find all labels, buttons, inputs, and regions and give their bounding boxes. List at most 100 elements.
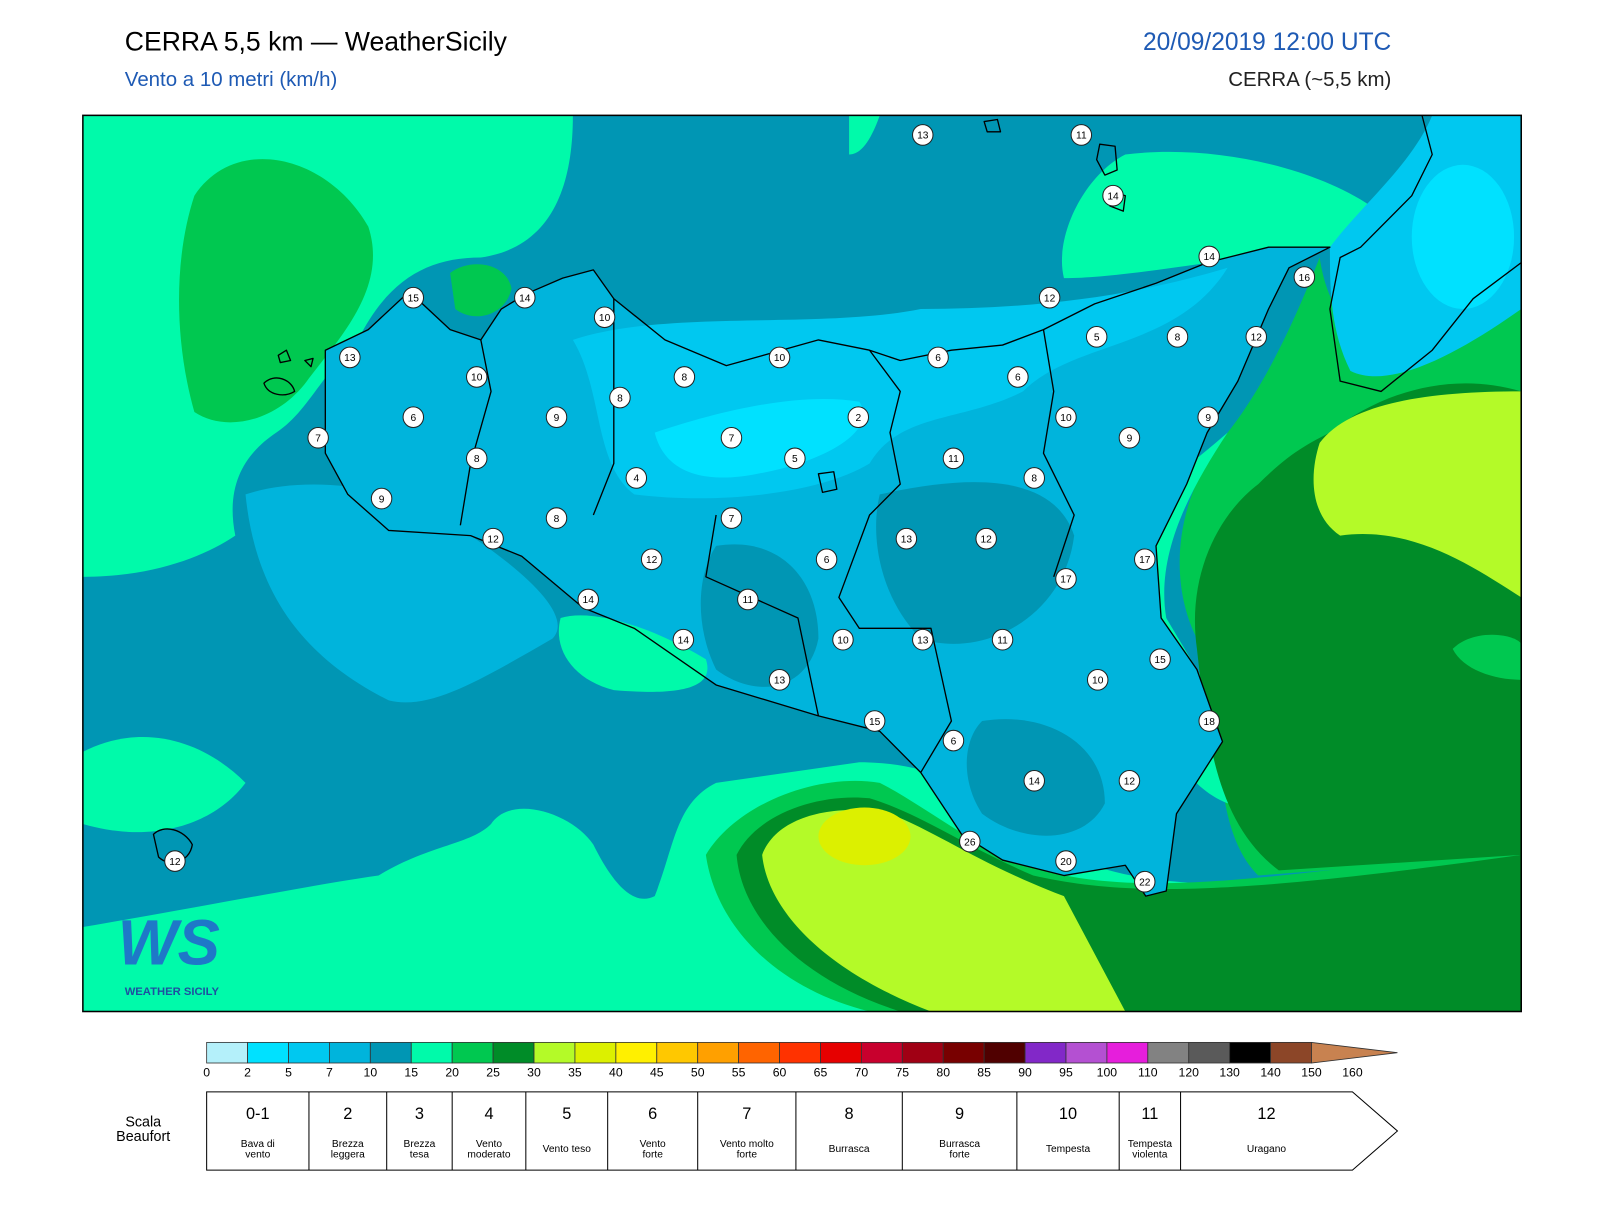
station-marker <box>737 588 759 611</box>
beaufort-label: forte <box>642 1149 663 1160</box>
colorbar-swatch <box>860 1041 903 1064</box>
station-value: 12 <box>169 857 181 868</box>
station-value: 10 <box>1092 676 1104 687</box>
field-cyan-light <box>654 398 864 478</box>
field-teal <box>700 544 819 687</box>
beaufort-label: forte <box>737 1149 758 1160</box>
station-marker <box>1086 669 1109 691</box>
colorbar-arrow <box>1311 1041 1398 1064</box>
station-value: 13 <box>344 353 356 364</box>
colorbar-tick-label: 65 <box>814 1066 828 1080</box>
station-value: 10 <box>774 353 786 364</box>
station-marker <box>577 588 599 611</box>
station-value: 17 <box>1060 575 1072 586</box>
colorbar-tick-label: 85 <box>977 1066 991 1080</box>
station-marker <box>1198 710 1220 732</box>
logo: WS WEATHER SICILY <box>118 907 220 998</box>
station-marker <box>768 669 791 691</box>
station-marker <box>1055 850 1077 872</box>
station-marker <box>164 850 186 872</box>
colorbar-tick-label: 2 <box>244 1066 251 1080</box>
station-value: 9 <box>1127 433 1133 444</box>
colorbar-swatch <box>901 1041 944 1064</box>
colorbar-tick-label: 10 <box>364 1066 378 1080</box>
station-value: 13 <box>917 635 929 646</box>
colorbar-tick-label: 60 <box>773 1066 787 1080</box>
beaufort-label: violenta <box>1132 1149 1168 1160</box>
colorbar-swatch <box>1270 1041 1312 1064</box>
station-marker <box>672 628 695 651</box>
station-value: 17 <box>1139 555 1151 566</box>
station-marker <box>720 507 743 529</box>
beaufort-force: 0-1 <box>246 1105 270 1123</box>
station-value: 14 <box>678 635 690 646</box>
station-marker <box>927 346 949 369</box>
station-marker <box>863 710 886 732</box>
station-value: 15 <box>869 717 881 728</box>
colorbar-swatch <box>288 1041 330 1064</box>
station-marker <box>942 729 965 752</box>
station-marker <box>975 527 997 550</box>
colorbar-swatch <box>329 1041 371 1064</box>
colorbar-swatch <box>697 1041 740 1064</box>
station-value: 12 <box>646 555 658 566</box>
beaufort-force: 5 <box>562 1105 571 1123</box>
colorbar-tick-label: 55 <box>732 1066 746 1080</box>
colorbar-tick-label: 5 <box>285 1066 292 1080</box>
colorbar-swatch <box>206 1041 248 1064</box>
colorbar-tick-label: 110 <box>1138 1066 1158 1080</box>
station-value: 10 <box>471 373 483 384</box>
station-value: 7 <box>315 433 321 444</box>
station-value: 12 <box>1044 293 1056 304</box>
colorbar-tick-label: 70 <box>855 1066 869 1080</box>
station-value: 11 <box>948 454 959 465</box>
field-teal <box>876 482 1075 644</box>
station-marker <box>1038 286 1061 309</box>
station-value: 6 <box>951 736 957 747</box>
colorbar-swatch <box>983 1041 1026 1064</box>
beaufort-force: 4 <box>484 1105 493 1123</box>
beaufort-label: Vento teso <box>543 1144 592 1155</box>
small-island <box>817 118 1126 494</box>
station-value: 14 <box>519 293 531 304</box>
map-frame <box>82 114 1522 1013</box>
field-yellow-green <box>1313 391 1522 598</box>
beaufort-title: Scala <box>125 1115 161 1131</box>
field-green <box>450 264 512 317</box>
model: CERRA (~5,5 km) <box>1228 68 1391 91</box>
station-value: 12 <box>1124 776 1136 787</box>
station-value: 6 <box>1015 373 1021 384</box>
colorbar-tick-label: 90 <box>1018 1066 1032 1080</box>
station-value: 6 <box>410 413 416 424</box>
station-marker <box>942 447 965 470</box>
colorbar-tick-label: 15 <box>404 1066 418 1080</box>
station-marker <box>1055 406 1077 428</box>
station-value: 10 <box>599 313 611 324</box>
beaufort-label: Vento molto <box>720 1139 774 1150</box>
station-marker <box>847 406 870 428</box>
station-marker <box>895 527 918 550</box>
station-marker <box>720 426 743 449</box>
station-value: 13 <box>917 131 929 142</box>
beaufort-label: vento <box>245 1149 270 1160</box>
station-marker <box>768 346 791 369</box>
colorbar-swatch <box>247 1041 289 1064</box>
station-marker <box>609 386 631 409</box>
field-light <box>245 484 558 703</box>
colorbar-swatch <box>492 1041 535 1064</box>
colorbar-tick-label: 150 <box>1301 1066 1322 1080</box>
station-marker <box>1007 366 1029 388</box>
station-value: 14 <box>1029 776 1041 787</box>
station-marker <box>640 548 663 571</box>
station-value: 26 <box>964 837 976 848</box>
station-marker <box>545 406 568 428</box>
beaufort-force: 6 <box>648 1105 657 1123</box>
colorbar-swatch <box>1065 1041 1108 1064</box>
station-value: 6 <box>935 353 941 364</box>
beaufort-label: forte <box>949 1149 970 1160</box>
station-value: 8 <box>1031 474 1037 485</box>
station-value: 9 <box>1205 413 1211 424</box>
station-marker <box>1134 548 1156 571</box>
colorbar-tick-label: 160 <box>1342 1066 1363 1080</box>
colorbar-swatch <box>1229 1041 1271 1064</box>
